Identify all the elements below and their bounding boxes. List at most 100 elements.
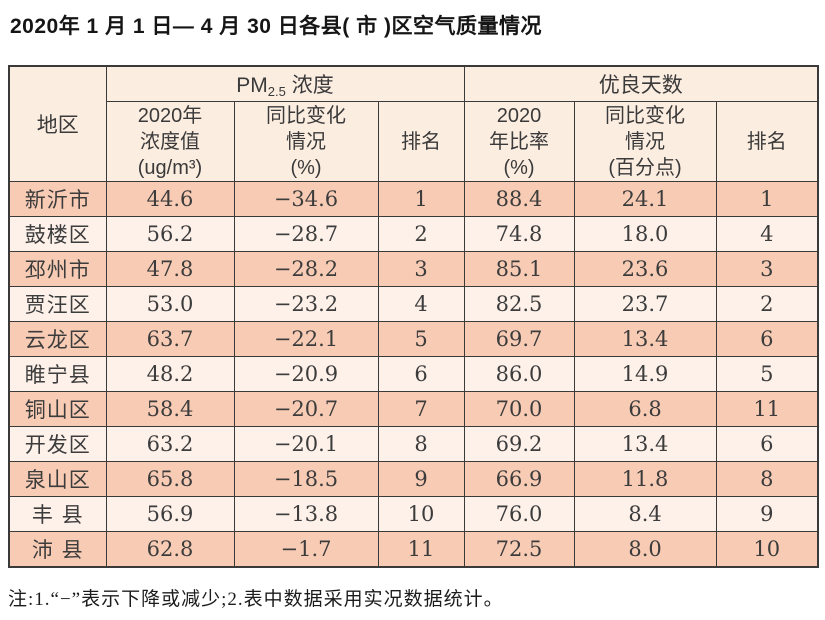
cell-good-ratio: 70.0: [463, 391, 575, 427]
header-sub-row: 2020年 浓度值 (ug/m³) 同比变化 情况 (%) 排名 2020 年比…: [9, 101, 819, 182]
cell-good-ratio: 76.0: [463, 496, 575, 532]
cell-good-change: 23.6: [573, 251, 717, 287]
cell-good-change: 13.4: [573, 426, 717, 462]
table-row: 新沂市 44.6 −34.6 1 88.4 24.1 1: [8, 181, 819, 217]
cell-good-ratio: 69.2: [463, 426, 575, 462]
cell-pm-rank: 8: [377, 426, 465, 462]
table-row: 铜山区 58.4 −20.7 7 70.0 6.8 11: [8, 391, 819, 427]
cell-pm-rank: 5: [377, 321, 465, 357]
cell-good-change: 18.0: [573, 216, 717, 252]
cell-good-ratio: 85.1: [463, 251, 575, 287]
cell-pm-rank: 4: [377, 286, 465, 322]
cell-good-rank: 5: [715, 356, 819, 392]
cell-good-change: 13.4: [573, 321, 717, 357]
cell-region: 鼓楼区: [8, 216, 107, 252]
cell-good-change: 24.1: [573, 181, 717, 217]
cell-good-rank: 6: [715, 321, 819, 357]
cell-pm-value: 62.8: [105, 531, 235, 568]
header-good-change: 同比变化 情况 (百分点): [573, 101, 717, 182]
cell-region: 睢宁县: [8, 356, 107, 392]
cell-pm-rank: 2: [377, 216, 465, 252]
cell-region: 沛 县: [8, 531, 107, 568]
cell-region: 邳州市: [8, 251, 107, 287]
cell-region: 新沂市: [8, 181, 107, 217]
cell-good-ratio: 72.5: [463, 531, 575, 568]
cell-good-rank: 10: [715, 531, 819, 568]
table-row: 鼓楼区 56.2 −28.7 2 74.8 18.0 4: [8, 216, 819, 252]
table-row: 沛 县 62.8 −1.7 11 72.5 8.0 10: [8, 531, 819, 568]
cell-pm-value: 53.0: [105, 286, 235, 322]
cell-region: 铜山区: [8, 391, 107, 427]
air-quality-table: 地区 PM2.5 浓度 优良天数 2020年 浓度值 (ug/m³) 同比变化 …: [8, 65, 820, 568]
cell-pm-change: −22.1: [233, 321, 379, 357]
header-group-row: 地区 PM2.5 浓度 优良天数: [8, 65, 819, 182]
cell-pm-rank: 3: [377, 251, 465, 287]
table-row: 睢宁县 48.2 −20.9 6 86.0 14.9 5: [8, 356, 819, 392]
cell-pm-change: −28.7: [233, 216, 379, 252]
cell-pm-value: 63.7: [105, 321, 235, 357]
cell-pm-change: −28.2: [233, 251, 379, 287]
cell-good-ratio: 69.7: [463, 321, 575, 357]
table-row: 泉山区 65.8 −18.5 9 66.9 11.8 8: [8, 461, 819, 497]
cell-good-ratio: 88.4: [463, 181, 575, 217]
cell-pm-change: −20.7: [233, 391, 379, 427]
page-title: 2020年 1 月 1 日— 4 月 30 日各县( 市 )区空气质量情况: [10, 15, 542, 38]
header-good-ratio: 2020 年比率 (%): [463, 101, 575, 182]
cell-good-ratio: 66.9: [463, 461, 575, 497]
cell-pm-change: −23.2: [233, 286, 379, 322]
table-row: 贾汪区 53.0 −23.2 4 82.5 23.7 2: [8, 286, 819, 322]
cell-good-rank: 1: [715, 181, 819, 217]
cell-good-ratio: 74.8: [463, 216, 575, 252]
cell-pm-change: −18.5: [233, 461, 379, 497]
cell-good-rank: 4: [715, 216, 819, 252]
table-footnote: 注:1.“−”表示下降或减少;2.表中数据采用实况数据统计。: [8, 589, 504, 610]
cell-pm-value: 63.2: [105, 426, 235, 462]
pm25-subscript: 2.5: [267, 84, 286, 99]
table-row: 云龙区 63.7 −22.1 5 69.7 13.4 6: [8, 321, 819, 357]
header-good-rank: 排名: [715, 101, 819, 182]
cell-pm-rank: 7: [377, 391, 465, 427]
cell-region: 泉山区: [8, 461, 107, 497]
header-group-good-days: 优良天数: [463, 65, 819, 102]
cell-region: 贾汪区: [8, 286, 107, 322]
cell-good-change: 6.8: [573, 391, 717, 427]
cell-good-ratio: 86.0: [463, 356, 575, 392]
header-pm-value: 2020年 浓度值 (ug/m³): [105, 101, 235, 182]
cell-pm-value: 56.9: [105, 496, 235, 532]
cell-good-rank: 2: [715, 286, 819, 322]
cell-region: 开发区: [8, 426, 107, 462]
cell-good-rank: 8: [715, 461, 819, 497]
cell-pm-change: −20.1: [233, 426, 379, 462]
cell-pm-value: 44.6: [105, 181, 235, 217]
header-pm-rank: 排名: [377, 101, 465, 182]
cell-pm-rank: 10: [377, 496, 465, 532]
cell-pm-value: 58.4: [105, 391, 235, 427]
cell-pm-value: 48.2: [105, 356, 235, 392]
cell-good-change: 8.0: [573, 531, 717, 568]
header-group-pm25: PM2.5 浓度: [105, 65, 465, 102]
cell-pm-value: 56.2: [105, 216, 235, 252]
cell-pm-rank: 9: [377, 461, 465, 497]
cell-good-rank: 3: [715, 251, 819, 287]
pm25-label-main: PM: [236, 74, 268, 97]
cell-good-rank: 6: [715, 426, 819, 462]
cell-good-change: 8.4: [573, 496, 717, 532]
cell-region: 云龙区: [8, 321, 107, 357]
cell-pm-change: −20.9: [233, 356, 379, 392]
cell-good-ratio: 82.5: [463, 286, 575, 322]
pm25-label-rest: 浓度: [285, 74, 334, 97]
cell-pm-value: 65.8: [105, 461, 235, 497]
cell-pm-change: −1.7: [233, 531, 379, 568]
cell-good-change: 23.7: [573, 286, 717, 322]
cell-pm-change: −13.8: [233, 496, 379, 532]
cell-pm-change: −34.6: [233, 181, 379, 217]
cell-pm-rank: 1: [377, 181, 465, 217]
table-row: 丰 县 56.9 −13.8 10 76.0 8.4 9: [8, 496, 819, 532]
cell-pm-rank: 11: [377, 531, 465, 568]
table-row: 开发区 63.2 −20.1 8 69.2 13.4 6: [8, 426, 819, 462]
cell-pm-value: 47.8: [105, 251, 235, 287]
cell-good-change: 11.8: [573, 461, 717, 497]
table-row: 邳州市 47.8 −28.2 3 85.1 23.6 3: [8, 251, 819, 287]
cell-good-rank: 9: [715, 496, 819, 532]
